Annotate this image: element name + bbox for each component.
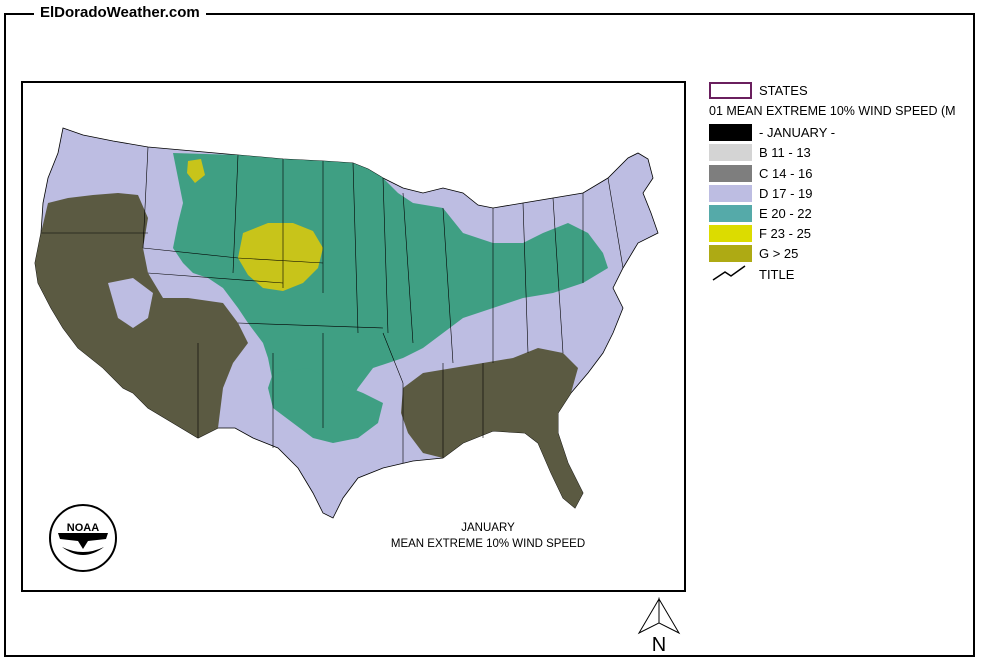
outer-frame [4, 13, 975, 657]
legend-class-row: B 11 - 13 [709, 142, 981, 162]
legend-swatch [709, 164, 752, 182]
legend-variable-name: 01 MEAN EXTREME 10% WIND SPEED (M [709, 104, 956, 119]
caption-line-1: JANUARY [461, 522, 515, 534]
high-plains-yellow-zone [238, 223, 323, 291]
legend-class-label: E 20 - 22 [759, 205, 812, 221]
legend-class-label: - JANUARY - [759, 125, 836, 141]
north-arrow-icon: N [637, 597, 687, 662]
legend-class-row: E 20 - 22 [709, 203, 981, 223]
title-line-icon [712, 264, 746, 281]
western-montana-yellow-spot [187, 159, 205, 183]
southeast-dark-zone [401, 348, 583, 508]
legend-class-label: G > 25 [759, 246, 799, 262]
us-map [34, 127, 659, 519]
legend-swatch [709, 245, 752, 263]
legend-class-label: B 11 - 13 [759, 145, 811, 161]
legend-class-row: D 17 - 19 [709, 183, 981, 203]
states-swatch [709, 82, 752, 99]
states-label: STATES [759, 83, 808, 98]
legend-states-row: STATES [709, 80, 981, 100]
caption-line-2: MEAN EXTREME 10% WIND SPEED [390, 538, 586, 550]
map-panel[interactable]: NOAA JANUARY MEAN EXTREME 10% WIND SPEED [21, 81, 686, 592]
svg-text:N: N [652, 634, 666, 656]
legend-class-row: G > 25 [709, 243, 981, 263]
legend: STATES 01 MEAN EXTREME 10% WIND SPEED (M… [709, 80, 981, 284]
legend-class-row: F 23 - 25 [709, 223, 981, 243]
map-caption: JANUARY MEAN EXTREME 10% WIND SPEED [363, 520, 613, 552]
legend-class-label: C 14 - 16 [759, 165, 813, 181]
southern-plains-teal-zone [268, 368, 383, 443]
title-label: TITLE [759, 266, 795, 282]
nevada-light-zone [108, 278, 153, 328]
legend-class-label: D 17 - 19 [759, 185, 813, 201]
legend-classes: - JANUARY - B 11 - 13 C 14 - 16 D 17 - 1… [709, 122, 981, 263]
state-borders [41, 146, 624, 463]
legend-swatch [709, 124, 752, 142]
legend-class-row: - JANUARY - [709, 122, 981, 142]
site-title[interactable]: ElDoradoWeather.com [34, 4, 206, 22]
svg-text:NOAA: NOAA [67, 522, 99, 534]
legend-class-label: F 23 - 25 [759, 226, 812, 242]
legend-swatch [709, 184, 752, 202]
legend-title-row: TITLE [709, 264, 981, 284]
noaa-logo: NOAA [48, 503, 118, 578]
legend-swatch [709, 225, 752, 243]
legend-swatch [709, 204, 752, 222]
legend-class-row: C 14 - 16 [709, 163, 981, 183]
legend-swatch [709, 144, 752, 162]
